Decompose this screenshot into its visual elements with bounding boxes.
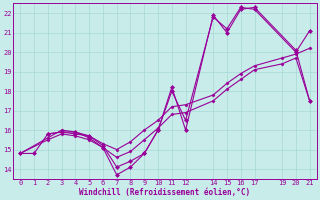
X-axis label: Windchill (Refroidissement éolien,°C): Windchill (Refroidissement éolien,°C)	[79, 188, 251, 197]
